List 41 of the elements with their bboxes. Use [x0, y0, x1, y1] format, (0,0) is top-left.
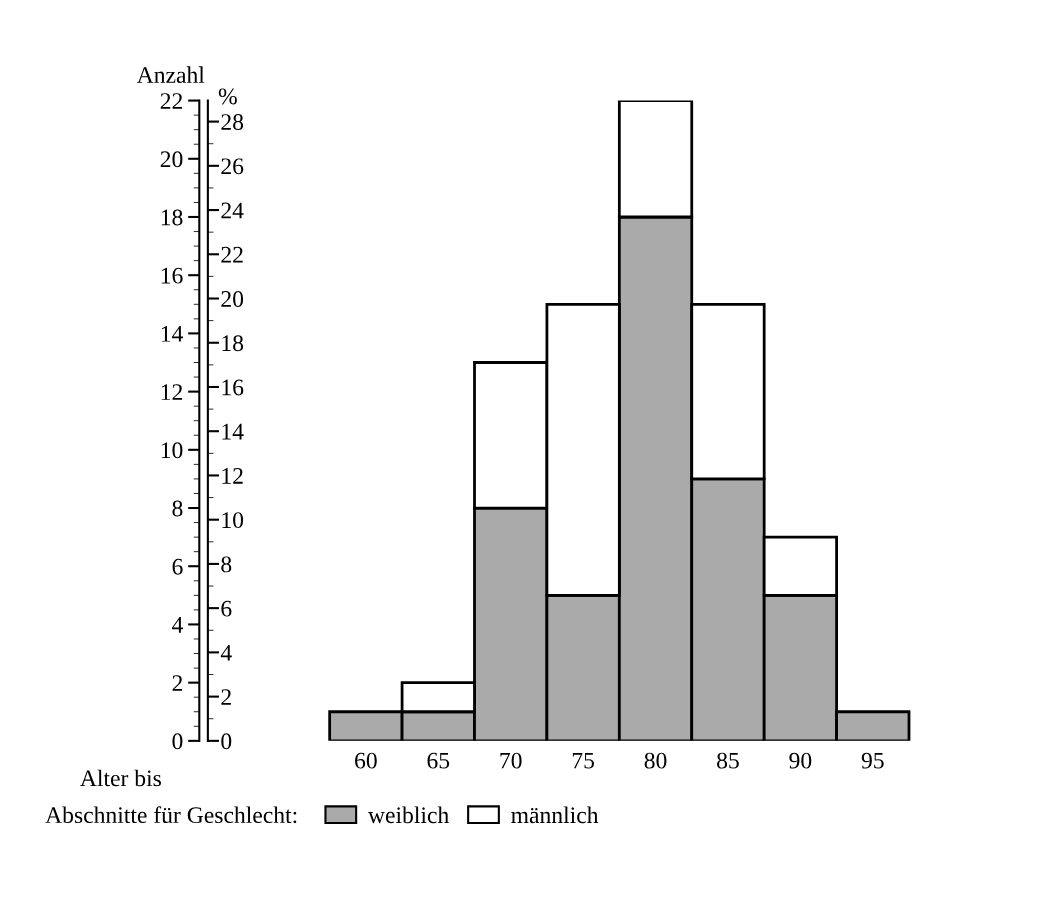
y2-tick-label: 26	[221, 158, 244, 175]
y-tick-label: 2	[172, 675, 183, 691]
y2-tick-label: 14	[222, 423, 244, 440]
legend-title: Abschnitte für Geschlecht:	[45, 806, 297, 824]
y-tick-label: 14	[161, 326, 183, 342]
y2-tick-label: 2	[221, 689, 231, 705]
y-tick-label: 20	[160, 151, 183, 168]
y2-tick-label: 16	[222, 379, 244, 396]
y2-tick-label: 18	[222, 335, 244, 352]
y-tick-label: 22	[160, 93, 183, 109]
y2-tick-label: 8	[221, 556, 232, 573]
y2-tick-label: 6	[221, 600, 232, 617]
y2-axis-title: %	[218, 88, 237, 105]
x-tick-label: 80	[644, 752, 667, 769]
y-tick-label: 12	[161, 384, 183, 400]
y2-tick-label: 22	[221, 246, 243, 263]
x-tick-label: 65	[427, 752, 450, 769]
y2-tick-label: 24	[221, 202, 244, 219]
y2-tick-label: 10	[222, 512, 244, 529]
x-tick-label: 85	[717, 752, 739, 769]
x-tick-label: 60	[355, 752, 377, 769]
x-axis-title: Alter bis	[80, 769, 161, 787]
y-tick-label: 0	[172, 733, 183, 750]
y-tick-label: 8	[172, 500, 183, 517]
y-tick-label: 4	[171, 617, 183, 633]
y-tick-label: 6	[172, 558, 183, 575]
y2-tick-label: 4	[220, 645, 232, 661]
y2-tick-label: 20	[221, 291, 244, 307]
y-tick-label: 10	[161, 442, 183, 459]
y-tick-label: 18	[161, 209, 183, 226]
y2-tick-label: 28	[221, 114, 244, 131]
x-tick-label: 90	[789, 752, 812, 769]
x-tick-label: 95	[861, 752, 884, 769]
x-tick-label: 75	[572, 752, 595, 769]
y-axis-title: Anzahl	[136, 66, 205, 83]
x-tick-label: 70	[500, 752, 522, 769]
y2-tick-label: 0	[221, 733, 232, 750]
legend-label: männlich	[511, 806, 599, 824]
legend-label: weiblich	[367, 806, 449, 824]
y2-tick-label: 12	[222, 468, 243, 484]
y-tick-label: 16	[161, 267, 183, 284]
